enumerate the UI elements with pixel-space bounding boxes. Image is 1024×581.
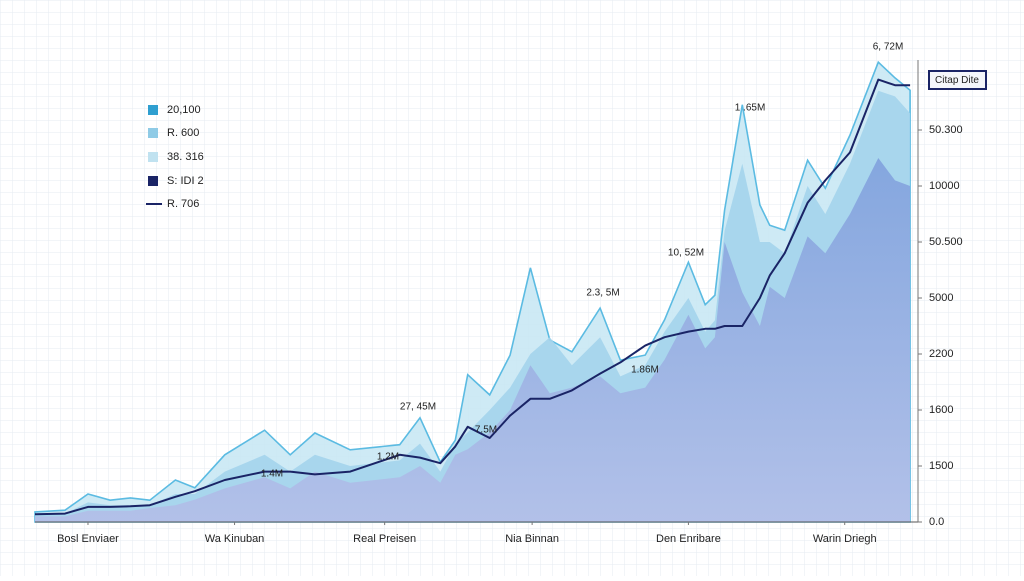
legend-label: 20,100 xyxy=(167,104,201,116)
y-tick-label: 0.0 xyxy=(929,516,944,528)
annotation: 1.86M xyxy=(631,365,659,376)
x-tick-label: Den Enribare xyxy=(656,533,721,545)
legend-swatch xyxy=(148,105,158,115)
annotation: 10, 52M xyxy=(668,248,704,259)
x-tick-label: Wa Kinuban xyxy=(205,533,265,545)
y-tick-label: 1500 xyxy=(929,460,953,472)
legend-label: 38. 316 xyxy=(167,151,204,163)
x-tick-label: Real Preisen xyxy=(353,533,416,545)
annotation: 27, 45M xyxy=(400,402,436,413)
y-axis-label: Citap Dite xyxy=(935,75,979,86)
x-tick-label: Bosl Enviaer xyxy=(57,533,119,545)
annotation: 6, 72M xyxy=(873,42,904,53)
annotation: 2.3, 5M xyxy=(586,288,619,299)
legend-swatch xyxy=(148,128,158,138)
annotation: 1.2M xyxy=(377,452,399,463)
legend-label: R. 706 xyxy=(167,198,199,210)
annotation: 1 .65M xyxy=(735,103,766,114)
legend-swatch xyxy=(148,176,158,186)
annotation: 7.5M xyxy=(475,425,497,436)
y-tick-label: 10000 xyxy=(929,180,960,192)
x-tick-label: Nia Binnan xyxy=(505,533,559,545)
plot-area xyxy=(34,60,911,523)
line-series xyxy=(34,78,911,516)
legend-label: R. 600 xyxy=(167,127,199,139)
legend-swatch xyxy=(148,152,158,162)
y-tick-label: 50.300 xyxy=(929,124,963,136)
y-axis-label-box xyxy=(928,70,987,90)
y-tick-label: 5000 xyxy=(929,292,953,304)
y-tick-label: 1600 xyxy=(929,404,953,416)
area-series xyxy=(35,158,911,522)
x-tick-label: Warin Driegh xyxy=(813,533,877,545)
legend-label: S: IDI 2 xyxy=(167,175,204,187)
y-tick-label: 2200 xyxy=(929,348,953,360)
y-tick-label: 50.500 xyxy=(929,236,963,248)
annotation: 1.4M xyxy=(261,469,283,480)
